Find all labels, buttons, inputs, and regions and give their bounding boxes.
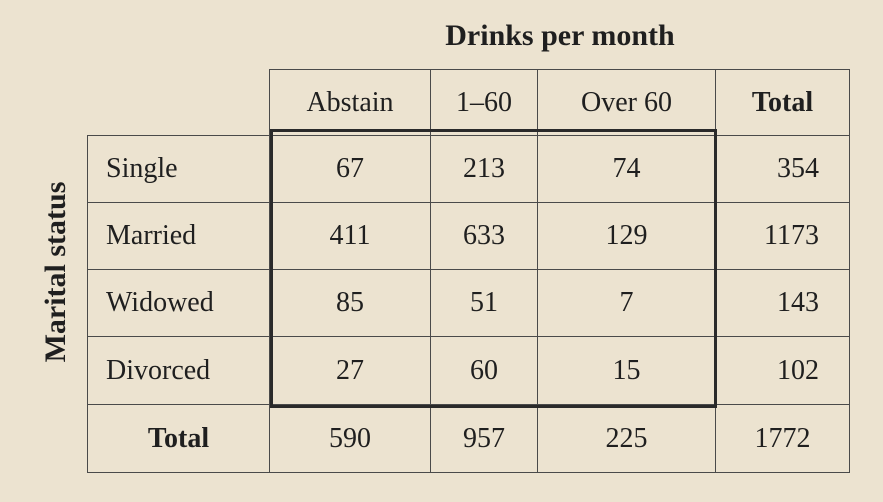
table-cell: 213 [431,136,538,203]
table-cell: 411 [270,203,431,270]
table-cell: 7 [538,270,716,337]
row-total-cell: 354 [716,136,850,203]
table-cell: 633 [431,203,538,270]
row-total-cell: 143 [716,270,850,337]
column-total-cell: 225 [538,405,716,473]
column-header-title: Drinks per month [445,19,675,52]
row-total-cell: 1173 [716,203,850,270]
row-total-cell: 102 [716,337,850,405]
table-grid: Abstain 1–60 Over 60 Total Single 67 213… [87,69,850,473]
row-label-total: Total [87,405,270,473]
row-header-title: Marital status [39,181,72,363]
column-header-over-60: Over 60 [538,69,716,136]
table-cell: 27 [270,337,431,405]
row-label-married: Married [87,203,270,270]
table-corner-blank [87,69,270,136]
row-label-widowed: Widowed [87,270,270,337]
table-cell: 60 [431,337,538,405]
table-cell: 67 [270,136,431,203]
table-cell: 15 [538,337,716,405]
table-cell: 129 [538,203,716,270]
column-header-1-60: 1–60 [431,69,538,136]
row-label-single: Single [87,136,270,203]
column-header-abstain: Abstain [270,69,431,136]
contingency-table: Abstain 1–60 Over 60 Total Single 67 213… [87,69,850,473]
column-total-cell: 957 [431,405,538,473]
table-cell: 74 [538,136,716,203]
grand-total-cell: 1772 [716,405,850,473]
column-header-total: Total [716,69,850,136]
table-cell: 85 [270,270,431,337]
table-cell: 51 [431,270,538,337]
row-label-divorced: Divorced [87,337,270,405]
column-total-cell: 590 [270,405,431,473]
